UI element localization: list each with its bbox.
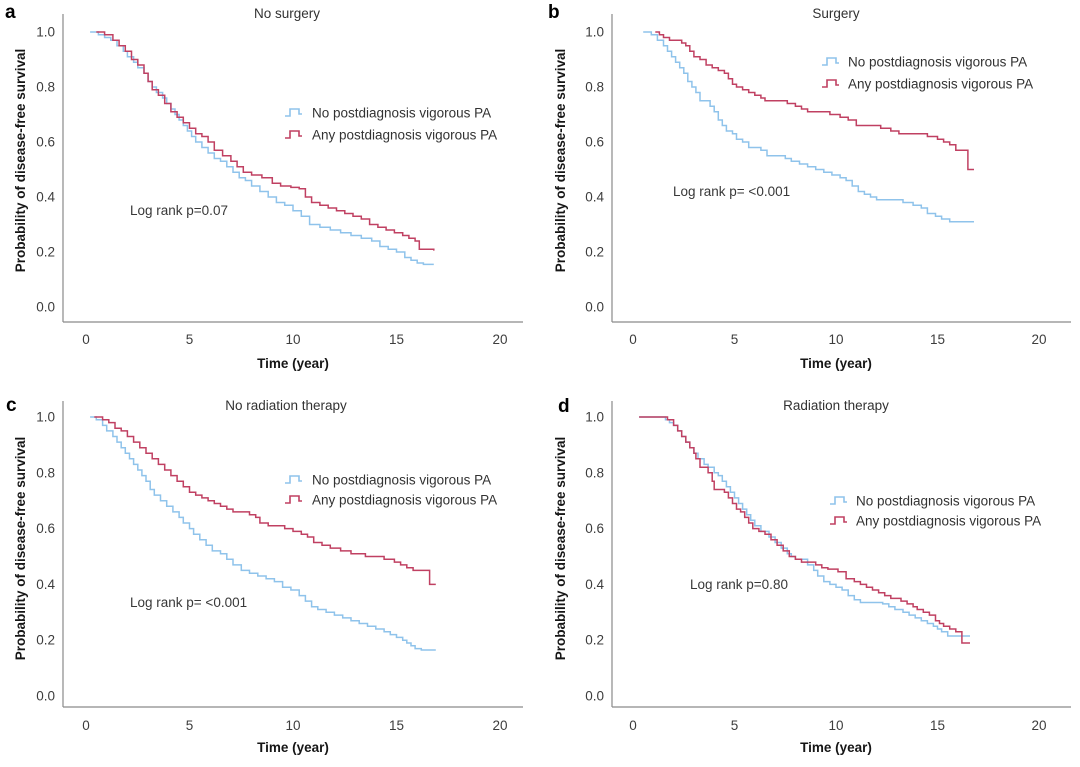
x-tick-label: 20	[492, 332, 507, 347]
legend-key-step-icon	[822, 57, 839, 66]
y-tick-label: 0.0	[36, 689, 55, 704]
panel-title: No radiation therapy	[225, 398, 347, 413]
panel-letter: c	[6, 395, 17, 416]
x-axis-title: Time (year)	[800, 740, 872, 755]
y-tick-label: 0.8	[585, 465, 604, 480]
y-tick-label: 0.2	[36, 245, 55, 260]
y-tick-label: 0.8	[585, 80, 604, 95]
x-tick-label: 20	[492, 718, 507, 733]
panel-b: 0.0 0.2 0.4 0.6 0.8 1.0 0 5 10 15 20 Time (year) Pro…	[540, 0, 1080, 383]
km-curve-no-vigorous-pa	[90, 31, 434, 266]
panel-a: 0.0 0.2 0.4 0.6 0.8 1.0 0 5 10 15 20 Time (year) Pro…	[0, 0, 540, 383]
x-tick-label: 15	[389, 332, 404, 347]
x-axis-title: Time (year)	[800, 356, 872, 371]
y-tick-label: 1.0	[585, 410, 604, 425]
x-tick-label: 0	[629, 718, 637, 733]
x-tick-label: 10	[828, 332, 843, 347]
x-tick-label: 15	[930, 718, 945, 733]
y-axis-title: Probability of disease-free survival	[13, 49, 28, 273]
y-tick-label: 0.6	[585, 521, 604, 536]
x-tick-label: 5	[731, 718, 739, 733]
panel-title: Radiation therapy	[783, 398, 889, 413]
y-tick-label: 0.0	[585, 689, 604, 704]
y-tick-label: 0.2	[585, 633, 604, 648]
panel-c: 0.0 0.2 0.4 0.6 0.8 1.0 0 5 10 15 20 Time (year) Pro…	[0, 383, 540, 767]
x-tick-label: 15	[930, 332, 945, 347]
log-rank-annotation: Log rank p= <0.001	[673, 184, 790, 199]
legend-label: No postdiagnosis vigorous PA	[312, 106, 491, 121]
km-chart-surgery: 0.0 0.2 0.4 0.6 0.8 1.0 0 5 10 15 20 Time (year) Pro…	[548, 2, 1071, 371]
x-axis-title: Time (year)	[257, 356, 329, 371]
y-tick-label: 1.0	[36, 410, 55, 425]
km-chart-no-radiation: 0.0 0.2 0.4 0.6 0.8 1.0 0 5 10 15 20 Time (year) Pro…	[6, 395, 523, 755]
legend-key-step-icon	[285, 495, 302, 504]
x-tick-label: 0	[82, 718, 90, 733]
legend-label: No postdiagnosis vigorous PA	[312, 473, 491, 488]
panel-d: 0.0 0.2 0.4 0.6 0.8 1.0 0 5 10 15 20 Time (year) Pro…	[540, 383, 1080, 767]
y-tick-label: 0.2	[585, 245, 604, 260]
y-tick-label: 0.4	[585, 190, 604, 205]
y-tick-label: 1.0	[585, 25, 604, 40]
y-tick-label: 0.0	[36, 300, 55, 315]
panel-letter: b	[548, 2, 560, 23]
y-tick-label: 0.8	[36, 465, 55, 480]
legend-key-step-icon	[830, 516, 847, 525]
panel-title: No surgery	[254, 6, 320, 21]
legend-label: Any postdiagnosis vigorous PA	[312, 128, 497, 143]
legend-label: Any postdiagnosis vigorous PA	[856, 514, 1041, 529]
x-tick-label: 20	[1031, 332, 1046, 347]
y-tick-label: 0.0	[585, 300, 604, 315]
y-tick-label: 0.2	[36, 633, 55, 648]
y-axis-title: Probability of disease-free survival	[553, 49, 568, 273]
x-tick-label: 10	[285, 332, 300, 347]
km-curve-any-vigorous-pa	[96, 31, 435, 251]
x-tick-label: 0	[82, 332, 90, 347]
y-tick-label: 0.6	[36, 135, 55, 150]
legend-label: No postdiagnosis vigorous PA	[856, 494, 1035, 509]
km-chart-radiation: 0.0 0.2 0.4 0.6 0.8 1.0 0 5 10 15 20 Time (year) Pro…	[553, 396, 1071, 755]
legend-key-step-icon	[822, 79, 839, 88]
km-curve-any-vigorous-pa	[655, 31, 974, 171]
panel-letter: d	[558, 396, 570, 417]
legend-key-step-icon	[830, 496, 847, 505]
km-curve-any-vigorous-pa	[94, 416, 436, 586]
y-axis-title: Probability of disease-free survival	[13, 437, 28, 661]
y-tick-label: 0.4	[36, 190, 55, 205]
x-tick-label: 10	[828, 718, 843, 733]
legend-label: No postdiagnosis vigorous PA	[848, 55, 1027, 70]
legend-label: Any postdiagnosis vigorous PA	[848, 77, 1033, 92]
legend-key-step-icon	[285, 108, 302, 117]
km-chart-no-surgery: 0.0 0.2 0.4 0.6 0.8 1.0 0 5 10 15 20 Time (year) Pro…	[5, 2, 523, 371]
x-tick-label: 15	[389, 718, 404, 733]
y-tick-label: 0.6	[585, 135, 604, 150]
x-tick-label: 20	[1031, 718, 1046, 733]
legend-key-step-icon	[285, 475, 302, 484]
legend-key-step-icon	[285, 130, 302, 139]
x-tick-label: 5	[186, 332, 194, 347]
y-tick-label: 0.6	[36, 521, 55, 536]
log-rank-annotation: Log rank p=0.80	[690, 577, 788, 592]
x-tick-label: 5	[186, 718, 194, 733]
km-curve-no-vigorous-pa	[90, 416, 436, 651]
legend-label: Any postdiagnosis vigorous PA	[312, 493, 497, 508]
y-tick-label: 0.4	[585, 577, 604, 592]
log-rank-annotation: Log rank p=0.07	[130, 203, 228, 218]
y-tick-label: 0.8	[36, 80, 55, 95]
y-tick-label: 1.0	[36, 25, 55, 40]
panel-letter: a	[5, 2, 16, 23]
y-tick-label: 0.4	[36, 577, 55, 592]
log-rank-annotation: Log rank p= <0.001	[130, 595, 247, 610]
y-axis-title: Probability of disease-free survival	[553, 437, 568, 661]
panel-title: Surgery	[812, 6, 860, 21]
km-curve-any-vigorous-pa	[639, 416, 970, 644]
x-tick-label: 5	[731, 332, 739, 347]
km-curve-no-vigorous-pa	[643, 31, 974, 223]
x-tick-label: 0	[629, 332, 637, 347]
x-tick-label: 10	[285, 718, 300, 733]
x-axis-title: Time (year)	[257, 740, 329, 755]
